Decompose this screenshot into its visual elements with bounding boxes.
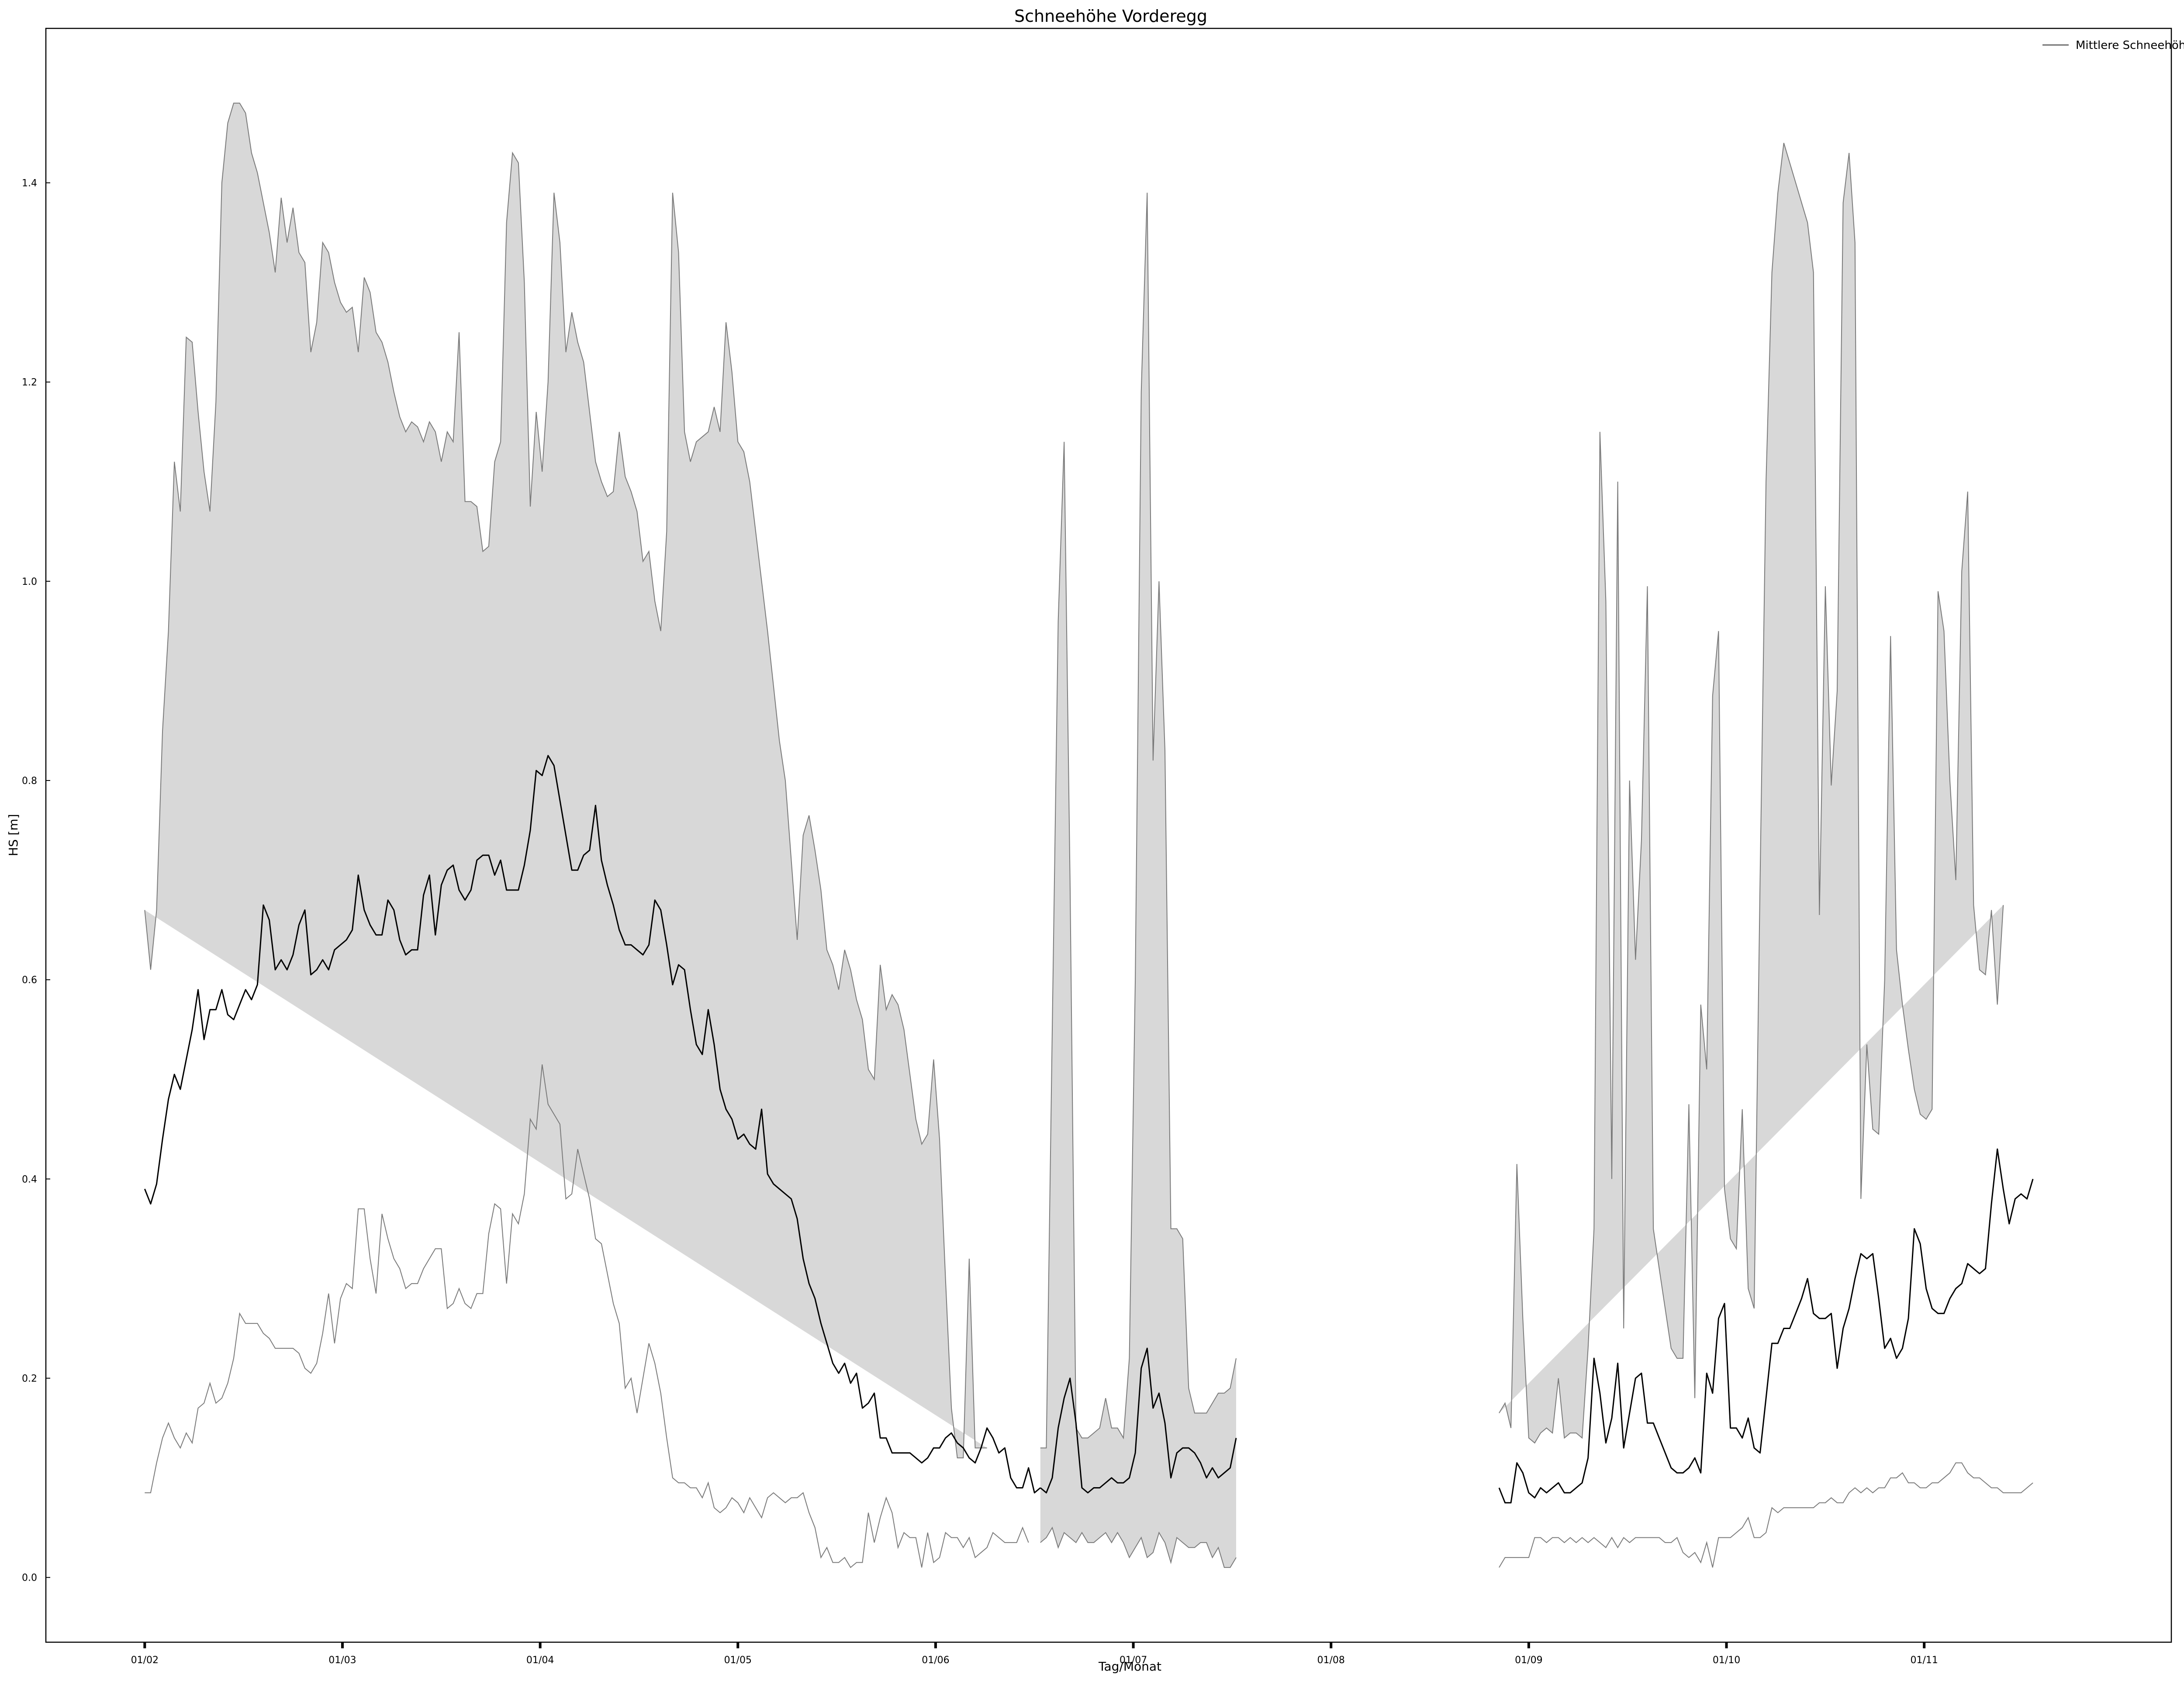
x-tick-label: 01/08 bbox=[1317, 1655, 1345, 1666]
legend: Mittlere Schneehöhe bbox=[2042, 39, 2184, 52]
band-upper-edge-0 bbox=[144, 103, 987, 1458]
band-area-2 bbox=[1499, 143, 2004, 1443]
band-area-1 bbox=[1040, 193, 1236, 1568]
band-layer bbox=[144, 103, 2033, 1568]
mean-line-0 bbox=[144, 755, 1041, 1494]
x-tick-label: 01/10 bbox=[1713, 1655, 1740, 1666]
band-upper-edge-2 bbox=[1499, 143, 2004, 1444]
x-tick-label: 01/07 bbox=[1120, 1655, 1147, 1666]
x-tick-label: 01/06 bbox=[922, 1655, 949, 1666]
x-axis-label: Tag/Monat bbox=[1098, 1659, 1161, 1674]
y-tick-label: 0.0 bbox=[22, 1573, 37, 1584]
y-tick-label: 0.8 bbox=[22, 776, 37, 787]
mean-line-2 bbox=[1498, 1148, 2034, 1504]
x-tick-label: 01/02 bbox=[131, 1655, 159, 1666]
x-tick-label: 01/04 bbox=[526, 1655, 554, 1666]
legend-label-mean: Mittlere Schneehöhe bbox=[2076, 39, 2184, 52]
band-upper-edge-1 bbox=[1040, 193, 1237, 1449]
x-tick-label: 01/11 bbox=[1910, 1655, 1938, 1666]
y-tick-label: 0.6 bbox=[22, 975, 37, 986]
x-tick-label: 01/03 bbox=[328, 1655, 356, 1666]
x-tick-label: 01/09 bbox=[1515, 1655, 1542, 1666]
band-lower-edge-1 bbox=[1040, 1526, 1237, 1568]
x-axis: 01/02 01/03 01/04 01/05 01/06 01/07 01/08 01/09… bbox=[131, 1642, 1938, 1666]
band-lower-edge-2 bbox=[1499, 1462, 2033, 1568]
y-tick-label: 1.2 bbox=[22, 377, 37, 388]
y-axis: 0.0 0.2 0.4 0.6 0.8 1.0 1.2 1.4 bbox=[22, 178, 50, 1584]
mean-line-layer bbox=[144, 755, 2034, 1504]
chart-title: Schneehöhe Vorderegg bbox=[1014, 7, 1207, 26]
x-tick-label: 01/05 bbox=[724, 1655, 752, 1666]
y-tick-label: 0.4 bbox=[22, 1174, 37, 1185]
y-tick-label: 1.4 bbox=[22, 178, 37, 189]
y-tick-label: 1.0 bbox=[22, 577, 37, 587]
band-lower-edge-0 bbox=[145, 1064, 1029, 1568]
band-area-0 bbox=[145, 103, 987, 1458]
mean-line-1 bbox=[1040, 1347, 1237, 1494]
y-tick-label: 0.2 bbox=[22, 1374, 37, 1385]
y-axis-label: HS [m] bbox=[6, 814, 21, 856]
plot-frame bbox=[45, 28, 2172, 1643]
